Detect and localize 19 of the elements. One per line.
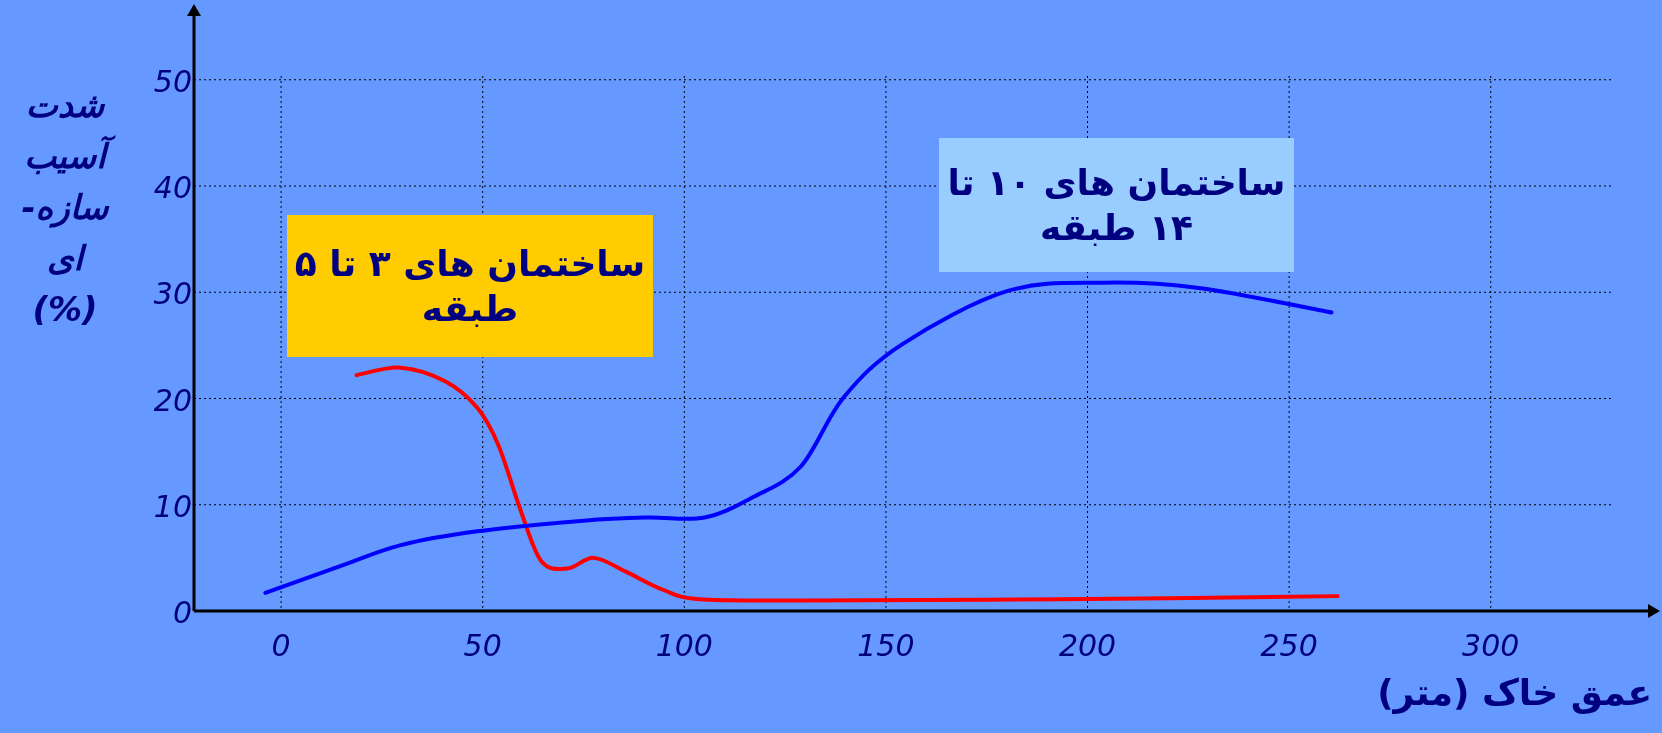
series-label: ساختمان های ۱۰ تا ۱۴ طبقه [939,138,1294,272]
x-tick-label: 250 [1260,628,1318,663]
x-tick-label: 0 [271,628,291,663]
line-series [263,280,1334,595]
line-series [354,365,1340,603]
y-tick-label: 50 [153,63,192,99]
x-axis-title: عمق خاک (متر) [1377,672,1652,713]
y-tick-label: 0 [172,595,192,630]
y-tick-label: 30 [153,276,192,312]
y-axis-title: شدت آسیب سازه-ای (%) [20,84,117,331]
y-tick-label: 20 [153,382,192,418]
x-tick-label: 150 [857,628,915,663]
y-tick-label: 10 [153,488,192,524]
text: ساختمان های ۳ تا ۵ طبقه [287,215,653,357]
x-tick-label: 50 [463,628,502,663]
x-tick-label: 200 [1058,628,1117,663]
y-tick-label: 40 [153,170,192,205]
x-tick-label: 100 [655,628,713,663]
x-tick-label: 300 [1462,628,1520,663]
